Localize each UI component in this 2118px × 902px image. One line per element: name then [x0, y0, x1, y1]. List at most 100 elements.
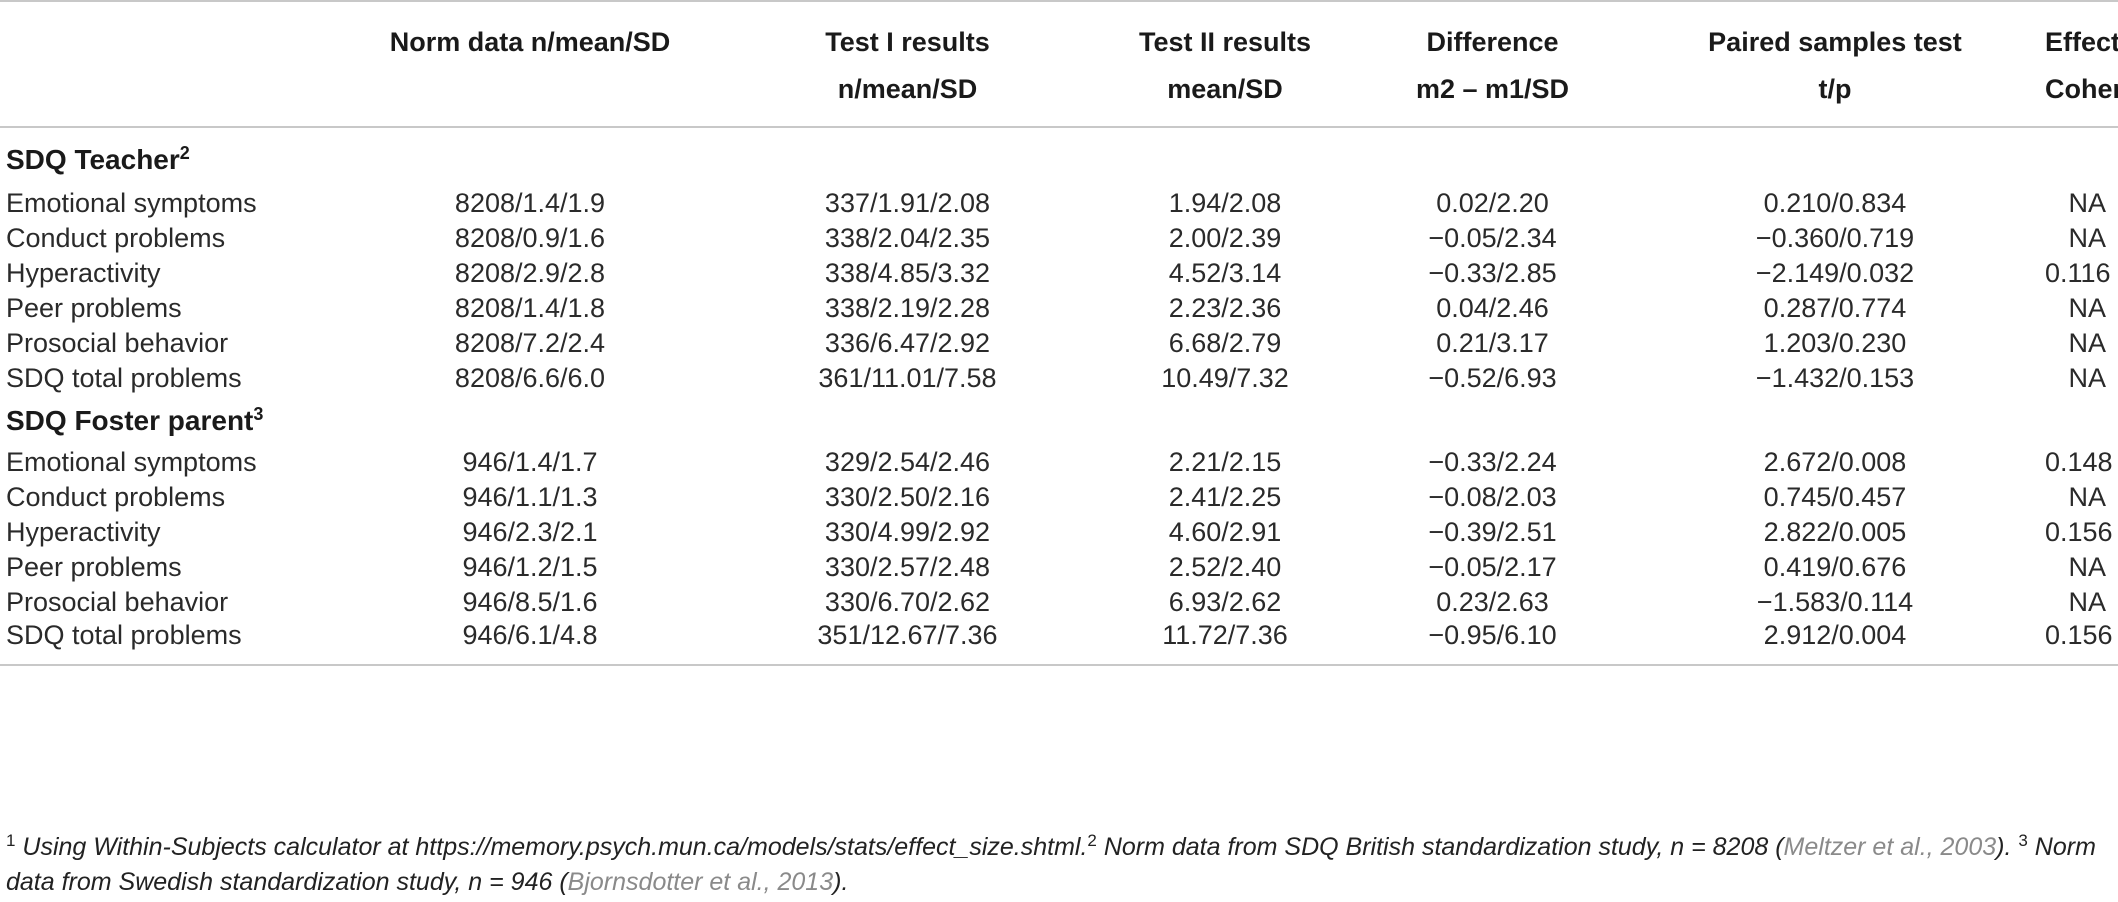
footnote-3-marker: 3	[2018, 831, 2028, 850]
test1-cell: 351/12.67/7.36	[725, 620, 1090, 666]
norm-data-cell: 946/2.3/2.1	[462, 517, 598, 547]
table-body: SDQ Teacher2 Emotional symptoms 8208/1.4/1…	[0, 127, 2118, 666]
table-row: Peer problems 8208/1.4/1.8 338/2.19/2.28 2.…	[0, 291, 2118, 326]
test2-cell: 4.60/2.91	[1168, 517, 1282, 547]
paired-test-cell: −1.432/0.153	[1755, 363, 1915, 393]
test2-cell: 2.23/2.36	[1168, 293, 1282, 323]
row-label: SDQ total problems	[6, 363, 242, 393]
section-header-row: SDQ Foster parent3	[0, 396, 2118, 445]
header-effect-line2-text: Cohens d	[2045, 74, 2118, 104]
effect-size-cell: NA	[2068, 552, 2106, 582]
effect-size-cell: NA	[2068, 293, 2106, 323]
results-table-container: Norm data n/mean/SD Test I results n/mea…	[0, 0, 2118, 666]
test1-cell: 338/2.19/2.28	[824, 293, 991, 323]
table-row: Peer problems 946/1.2/1.5 330/2.57/2.48 2.5…	[0, 550, 2118, 585]
test1-cell: 336/6.47/2.92	[824, 328, 991, 358]
section-title-text: SDQ Teacher	[6, 144, 180, 175]
test2-cell: 2.21/2.15	[1168, 447, 1282, 477]
section-title-text: SDQ Foster parent	[6, 404, 254, 436]
norm-data-cell: 8208/0.9/1.6	[454, 223, 606, 253]
test2-cell: 4.52/3.14	[1168, 258, 1282, 288]
header-test2-line2: mean/SD	[1167, 74, 1283, 104]
paired-test-cell: 0.419/0.676	[1763, 552, 1907, 582]
effect-size-cell: NA	[2068, 482, 2106, 512]
table-row: Prosocial behavior 8208/7.2/2.4 336/6.47/2…	[0, 326, 2118, 361]
paired-test-cell: −1.583/0.114	[1756, 587, 1914, 617]
norm-data-cell: 946/1.2/1.5	[462, 552, 598, 582]
test1-cell: 330/4.99/2.92	[824, 517, 991, 547]
header-test1-line2: n/mean/SD	[837, 74, 978, 104]
effect-size-cell: NA	[2068, 188, 2106, 218]
test2-cell: 6.68/2.79	[1168, 328, 1282, 358]
table-header: Norm data n/mean/SD Test I results n/mea…	[0, 0, 2118, 128]
effect-size-cell: NA	[2068, 223, 2106, 253]
test2-cell: 11.72/7.36	[1090, 620, 1360, 666]
header-row: Norm data n/mean/SD Test I results n/mea…	[0, 0, 2118, 128]
norm-data-cell: 8208/2.9/2.8	[454, 258, 606, 288]
header-test2: Test II results mean/SD	[1090, 0, 1360, 128]
norm-data-cell: 8208/1.4/1.8	[454, 293, 606, 323]
footnote-3-reference-link[interactable]: Bjornsdotter et al., 2013	[567, 868, 834, 896]
difference-cell: −0.39/2.51	[1428, 517, 1557, 547]
effect-size-cell: 0.148	[2045, 447, 2113, 477]
row-label: SDQ total problems	[0, 620, 335, 666]
test2-cell: 2.00/2.39	[1168, 223, 1282, 253]
footnote-2-close: ).	[1996, 833, 2012, 861]
test1-cell: 330/6.70/2.62	[824, 587, 991, 617]
footnote-3-text: Norm data from Swedish standardization s…	[6, 833, 2096, 896]
header-effect-line2: Cohens d1	[2045, 66, 2118, 113]
header-empty-cell	[0, 0, 335, 128]
table-row: SDQ total problems 8208/6.6/6.0 361/11.01/…	[0, 361, 2118, 396]
header-norm-data: Norm data n/mean/SD	[335, 0, 725, 128]
norm-data-cell: 946/6.1/4.8	[335, 620, 725, 666]
difference-cell: 0.23/2.63	[1436, 587, 1549, 617]
header-paired-line2: t/p	[1818, 74, 1852, 104]
difference-cell: −0.05/2.17	[1428, 552, 1557, 582]
norm-data-cell: 946/8.5/1.6	[462, 587, 598, 617]
difference-cell: 0.02/2.20	[1436, 188, 1549, 218]
difference-cell: 0.04/2.46	[1436, 293, 1549, 323]
footnote-2-reference-link[interactable]: Meltzer et al., 2003	[1783, 833, 1997, 861]
norm-data-cell: 946/1.4/1.7	[462, 447, 598, 477]
row-label: Prosocial behavior	[6, 587, 229, 617]
test1-cell: 330/2.50/2.16	[824, 482, 991, 512]
section-footnote-marker: 3	[253, 403, 264, 424]
test1-cell: 329/2.54/2.46	[824, 447, 991, 477]
header-paired-line1: Paired samples test	[1708, 27, 1962, 57]
norm-data-cell: 946/1.1/1.3	[462, 482, 598, 512]
difference-cell: −0.08/2.03	[1428, 482, 1557, 512]
paired-test-cell: 0.745/0.457	[1763, 482, 1907, 512]
row-label: Hyperactivity	[6, 258, 161, 288]
header-difference-line2: m2 – m1/SD	[1415, 74, 1570, 104]
difference-cell: −0.33/2.24	[1428, 447, 1557, 477]
test1-cell: 337/1.91/2.08	[824, 188, 991, 218]
paired-test-cell: 2.912/0.004	[1625, 620, 2045, 666]
section-footnote-marker: 2	[179, 143, 190, 163]
test2-cell: 2.41/2.25	[1168, 482, 1282, 512]
table-row: Emotional symptoms 946/1.4/1.7 329/2.54/2.…	[0, 445, 2118, 480]
header-effect-size: Effect size Cohens d1	[2045, 0, 2118, 128]
paired-test-cell: 1.203/0.230	[1763, 328, 1907, 358]
effect-size-cell: 0.156	[2045, 517, 2113, 547]
header-test1: Test I results n/mean/SD	[725, 0, 1090, 128]
header-paired-test: Paired samples test t/p	[1625, 0, 2045, 128]
table-row: Conduct problems 946/1.1/1.3 330/2.50/2.16…	[0, 480, 2118, 515]
paired-test-cell: −0.360/0.719	[1755, 223, 1915, 253]
table-row: SDQ total problems 946/6.1/4.8 351/12.67/7…	[0, 620, 2118, 666]
row-label: Peer problems	[6, 293, 182, 323]
row-label: Hyperactivity	[6, 517, 161, 547]
norm-data-cell: 8208/6.6/6.0	[454, 363, 606, 393]
difference-cell: −0.52/6.93	[1428, 363, 1557, 393]
header-difference-line1: Difference	[1426, 27, 1559, 57]
effect-size-cell: 0.116	[2045, 258, 2111, 288]
paired-test-cell: −2.149/0.032	[1755, 258, 1915, 288]
table-row: Hyperactivity 946/2.3/2.1 330/4.99/2.92 4.6…	[0, 515, 2118, 550]
header-norm-line1: Norm data n/mean/SD	[389, 27, 671, 57]
test2-cell: 1.94/2.08	[1168, 188, 1282, 218]
paired-test-cell: 2.822/0.005	[1763, 517, 1907, 547]
sdq-results-table: Norm data n/mean/SD Test I results n/mea…	[0, 0, 2118, 666]
difference-cell: −0.95/6.10	[1360, 620, 1625, 666]
paired-test-cell: 0.210/0.834	[1763, 188, 1907, 218]
test1-cell: 338/4.85/3.32	[824, 258, 991, 288]
table-footnotes: 1 Using Within-Subjects calculator at ht…	[6, 830, 2112, 900]
